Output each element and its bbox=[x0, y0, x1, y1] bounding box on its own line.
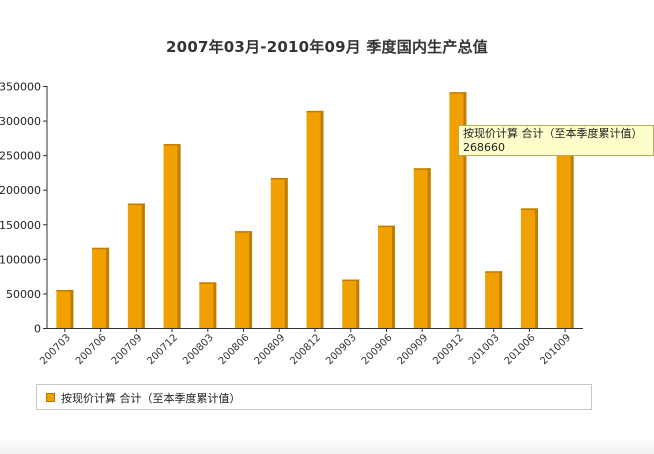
bar-fill bbox=[306, 110, 324, 329]
bar[interactable] bbox=[127, 203, 145, 328]
x-tick-label: 200803 bbox=[181, 332, 216, 367]
bar[interactable] bbox=[520, 208, 538, 328]
bar-tooltip: 按现价计算 合计（至本季度累计值） 268660 bbox=[458, 125, 654, 156]
bar-shade bbox=[570, 142, 574, 328]
bar-top-edge bbox=[270, 177, 288, 180]
bar[interactable] bbox=[485, 271, 503, 328]
bars[interactable] bbox=[56, 92, 574, 329]
bar-top-edge bbox=[56, 289, 74, 292]
bar-top-edge bbox=[342, 279, 360, 282]
bar-shade bbox=[141, 203, 145, 328]
x-tick-label: 200806 bbox=[217, 332, 252, 367]
x-tick-label: 200709 bbox=[110, 332, 145, 367]
bar-top-edge bbox=[520, 208, 538, 210]
x-tick-label: 200812 bbox=[288, 332, 323, 367]
bar-fill bbox=[235, 231, 253, 328]
bar-top-edge bbox=[413, 168, 431, 170]
bar[interactable] bbox=[413, 168, 431, 328]
bottom-edge bbox=[0, 438, 654, 454]
bar[interactable] bbox=[56, 289, 74, 328]
bar-shade bbox=[320, 110, 324, 329]
bar-fill bbox=[377, 225, 395, 328]
bar-fill bbox=[56, 289, 74, 328]
bar-shade bbox=[499, 271, 503, 328]
bar-fill bbox=[92, 247, 110, 328]
bar-shade bbox=[213, 282, 217, 328]
bar-fill bbox=[127, 203, 145, 328]
bar-shade bbox=[391, 225, 395, 328]
x-tick-label: 200906 bbox=[360, 332, 395, 367]
bar-shade bbox=[106, 247, 110, 328]
chart-title: 2007年03月-2010年09月 季度国内生产总值 bbox=[166, 38, 488, 56]
bar[interactable] bbox=[235, 231, 253, 328]
bar-fill bbox=[270, 177, 288, 328]
x-tick-label: 201006 bbox=[503, 332, 538, 367]
bar[interactable] bbox=[270, 177, 288, 328]
bar[interactable] bbox=[377, 225, 395, 328]
bar-fill bbox=[556, 142, 574, 328]
bar[interactable] bbox=[306, 110, 324, 329]
y-tick-label: 200000 bbox=[0, 184, 41, 197]
bar[interactable] bbox=[199, 282, 217, 328]
bar-fill bbox=[413, 168, 431, 328]
tooltip-value: 268660 bbox=[463, 141, 505, 154]
bar[interactable] bbox=[163, 144, 181, 328]
x-tick-label: 201003 bbox=[467, 332, 502, 367]
x-tick-label: 200809 bbox=[253, 332, 288, 367]
y-tick-label: 100000 bbox=[0, 253, 41, 266]
bar-shade bbox=[70, 289, 74, 328]
y-tick-label: 150000 bbox=[0, 219, 41, 232]
y-tick-label: 300000 bbox=[0, 115, 41, 128]
x-tick-label: 200909 bbox=[396, 332, 431, 367]
bar-fill bbox=[520, 208, 538, 328]
bar-shade bbox=[534, 208, 538, 328]
legend-swatch bbox=[46, 393, 55, 402]
bar-top-edge bbox=[306, 110, 324, 113]
bar-top-edge bbox=[485, 271, 503, 273]
bar-shade bbox=[463, 92, 467, 328]
y-tick-label: 50000 bbox=[6, 288, 41, 301]
bar[interactable] bbox=[342, 279, 360, 328]
bar-top-edge bbox=[127, 203, 145, 206]
bar-top-edge bbox=[377, 225, 395, 228]
x-axis: 200703 200706 200709 200712 200803 200806 2008… bbox=[38, 328, 583, 367]
y-tick-label: 350000 bbox=[0, 81, 41, 94]
bar-shade bbox=[427, 168, 431, 328]
bar-top-edge bbox=[163, 144, 181, 146]
y-tick-label: 0 bbox=[34, 323, 41, 336]
bar-top-edge bbox=[235, 231, 253, 233]
x-tick-label: 200703 bbox=[38, 332, 73, 367]
bar[interactable] bbox=[556, 142, 574, 328]
x-tick-label: 200706 bbox=[74, 332, 109, 367]
bar-shade bbox=[284, 177, 288, 328]
bar-fill bbox=[199, 282, 217, 328]
y-axis: 0 50000 100000 150000 200000 250000 300000 3500… bbox=[0, 81, 48, 336]
bar-shade bbox=[177, 144, 181, 328]
bar-shade bbox=[356, 279, 360, 328]
y-tick-label: 250000 bbox=[0, 150, 41, 163]
bar[interactable] bbox=[92, 247, 110, 328]
bar-top-edge bbox=[92, 247, 110, 250]
bar-shade bbox=[249, 231, 253, 328]
bar-fill bbox=[163, 144, 181, 328]
bar-top-edge bbox=[199, 282, 217, 284]
bar-fill bbox=[342, 279, 360, 328]
bar-top-edge bbox=[449, 92, 467, 94]
tooltip-series-label: 按现价计算 合计（至本季度累计值） bbox=[463, 127, 643, 140]
bar-fill bbox=[485, 271, 503, 328]
x-tick-label: 200912 bbox=[431, 332, 466, 367]
x-tick-label: 200712 bbox=[145, 332, 180, 367]
legend-label: 按现价计算 合计（至本季度累计值） bbox=[61, 392, 241, 405]
x-tick-label: 200903 bbox=[324, 332, 359, 367]
x-tick-label: 201009 bbox=[538, 332, 573, 367]
chart-legend[interactable]: 按现价计算 合计（至本季度累计值） bbox=[36, 384, 592, 410]
